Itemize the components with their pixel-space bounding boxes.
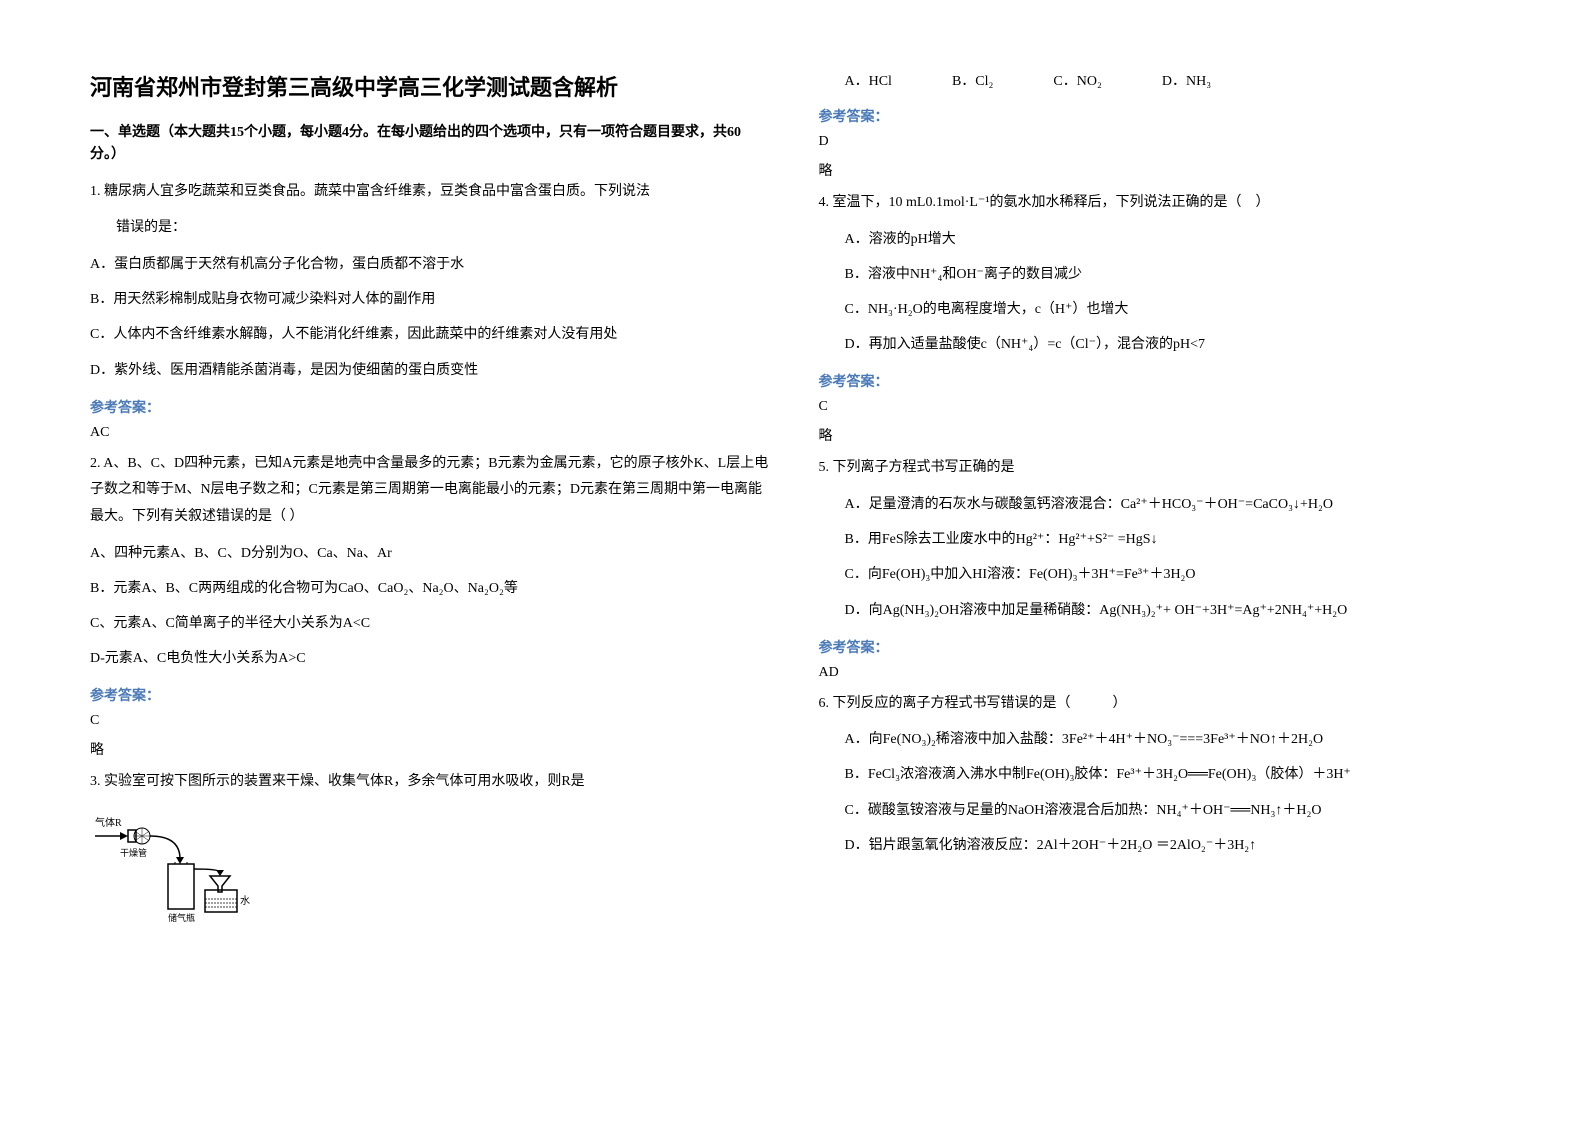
q1-stem: 1. 糖尿病人宜多吃蔬菜和豆类食品。蔬菜中富含纤维素，豆类食品中富含蛋白质。下列… [90, 179, 769, 206]
q6-optA: A．向Fe(NO₃)₂稀溶液中加入盐酸：3Fe²⁺＋4H⁺＋NO₃⁻===3Fe… [819, 727, 1498, 752]
q1-optD: D．紫外线、医用酒精能杀菌消毒，是因为使细菌的蛋白质变性 [90, 358, 769, 383]
q4-optD: D．再加入适量盐酸使c（NH⁺₄）=c（Cl⁻），混合液的pH<7 [819, 332, 1498, 357]
q2-optB: B．元素A、B、C两两组成的化合物可为CaO、CaO₂、Na₂O、Na₂O₂等 [90, 576, 769, 601]
q6-optD: D．铝片跟氢氧化钠溶液反应：2Al＋2OH⁻＋2H₂O ＝2AlO₂⁻＋3H₂↑ [819, 833, 1498, 858]
q1-optC: C．人体内不含纤维素水解酶，人不能消化纤维素，因此蔬菜中的纤维素对人没有用处 [90, 322, 769, 347]
q3-answer: D [819, 134, 1498, 150]
q4-optA: A．溶液的pH增大 [819, 227, 1498, 252]
label-water: 水 [240, 895, 250, 907]
q5-stem: 5. 下列离子方程式书写正确的是 [819, 455, 1498, 482]
q2-note: 略 [90, 739, 769, 759]
left-column: 河南省郑州市登封第三高级中学高三化学测试题含解析 一、单选题（本大题共15个小题… [90, 70, 769, 1052]
q1-answer: AC [90, 425, 769, 441]
q1-answer-label: 参考答案： [90, 397, 769, 417]
q2-answer-label: 参考答案： [90, 685, 769, 705]
q2-optC: C、元素A、C简单离子的半径大小关系为A<C [90, 611, 769, 636]
q4-optC: C．NH₃·H₂O的电离程度增大，c（H⁺）也增大 [819, 297, 1498, 322]
q2-optA: A、四种元素A、B、C、D分别为O、Ca、Na、Ar [90, 541, 769, 566]
q5-optD: D．向Ag(NH₃)₂OH溶液中加足量稀硝酸：Ag(NH₃)₂⁺+ OH⁻+3H… [819, 598, 1498, 623]
q6-optB: B．FeCl₃浓溶液滴入沸水中制Fe(OH)₃胶体：Fe³⁺＋3H₂O══Fe(… [819, 762, 1498, 787]
q5-answer: AD [819, 665, 1498, 681]
q2-optD: D-元素A、C电负性大小关系为A>C [90, 646, 769, 671]
section-header: 一、单选题（本大题共15个小题，每小题4分。在每小题给出的四个选项中，只有一项符… [90, 122, 769, 167]
q5-optA: A．足量澄清的石灰水与碳酸氢钙溶液混合：Ca²⁺＋HCO₃⁻＋OH⁻=CaCO₃… [819, 492, 1498, 517]
q5-optB: B．用FeS除去工业废水中的Hg²⁺：Hg²⁺+S²⁻ =HgS↓ [819, 527, 1498, 552]
page-title: 河南省郑州市登封第三高级中学高三化学测试题含解析 [90, 70, 769, 102]
apparatus-diagram: 气体R 干燥管 储气瓶 水 [90, 814, 290, 924]
q4-stem: 4. 室温下，10 mL0.1mol·L⁻¹的氨水加水稀释后，下列说法正确的是（… [819, 190, 1498, 217]
label-bottle: 储气瓶 [168, 912, 195, 923]
q4-answer: C [819, 399, 1498, 415]
q4-note: 略 [819, 425, 1498, 445]
q1-stem2: 错误的是： [90, 215, 769, 242]
q3-diagram: 气体R 干燥管 储气瓶 水 [90, 814, 769, 929]
q3-optA: A．HCl [845, 70, 892, 90]
q4-answer-label: 参考答案： [819, 371, 1498, 391]
q1-optB: B．用天然彩棉制成贴身衣物可减少染料对人体的副作用 [90, 287, 769, 312]
q5-optC: C．向Fe(OH)₃中加入HI溶液：Fe(OH)₃＋3H⁺=Fe³⁺＋3H₂O [819, 562, 1498, 587]
right-column: A．HCl B．Cl₂ C．NO₂ D．NH₃ 参考答案： D 略 4. 室温下… [819, 70, 1498, 1052]
q3-stem: 3. 实验室可按下图所示的装置来干燥、收集气体R，多余气体可用水吸收，则R是 [90, 769, 769, 796]
q3-note: 略 [819, 160, 1498, 180]
q3-optD: D．NH₃ [1162, 70, 1211, 90]
q5-answer-label: 参考答案： [819, 637, 1498, 657]
q6-optC: C．碳酸氢铵溶液与足量的NaOH溶液混合后加热：NH₄⁺＋OH⁻══NH₃↑＋H… [819, 798, 1498, 823]
q1-optA: A．蛋白质都属于天然有机高分子化合物，蛋白质都不溶于水 [90, 252, 769, 277]
q2-stem: 2. A、B、C、D四种元素，已知A元素是地壳中含量最多的元素；B元素为金属元素… [90, 451, 769, 531]
q3-optC: C．NO₂ [1053, 70, 1101, 90]
q3-answer-label: 参考答案： [819, 106, 1498, 126]
q4-optB: B．溶液中NH⁺₄和OH⁻离子的数目减少 [819, 262, 1498, 287]
label-gas: 气体R [95, 816, 122, 829]
q3-options: A．HCl B．Cl₂ C．NO₂ D．NH₃ [819, 70, 1498, 90]
q2-answer: C [90, 713, 769, 729]
q6-stem: 6. 下列反应的离子方程式书写错误的是（ ） [819, 691, 1498, 718]
label-dry: 干燥管 [120, 847, 147, 858]
q3-optB: B．Cl₂ [952, 70, 993, 90]
